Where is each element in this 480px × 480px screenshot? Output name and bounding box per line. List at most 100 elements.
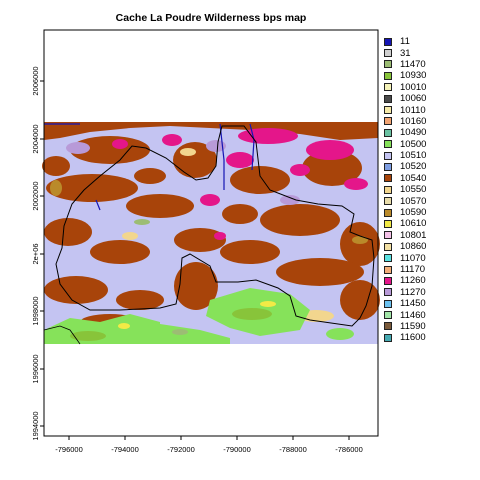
legend-label: 10520 (400, 161, 427, 173)
legend-label: 10500 (400, 138, 427, 150)
legend-item: 10801 (384, 230, 426, 241)
legend-swatch (384, 49, 392, 58)
x-tick-label: -786000 (335, 445, 363, 454)
bps-raster (42, 122, 380, 345)
legend-swatch (384, 128, 392, 137)
legend-item: 10860 (384, 241, 426, 252)
legend-item: 10540 (384, 173, 426, 184)
legend-label: 10510 (400, 150, 427, 162)
legend-swatch (384, 197, 392, 206)
legend-label: 11450 (400, 298, 426, 310)
legend-label: 10590 (400, 207, 427, 219)
y-tick-label: 2002000 (31, 181, 40, 210)
y-tick-label: 1994000 (31, 411, 40, 440)
legend-item: 10490 (384, 127, 426, 138)
y-axis-ticks (40, 80, 44, 427)
x-axis-ticks (68, 436, 350, 440)
legend-item: 10110 (384, 104, 426, 116)
legend-label: 10570 (400, 195, 427, 207)
legend-swatch (384, 276, 392, 285)
x-tick-label: -792000 (167, 445, 195, 454)
legend-item: 10160 (384, 116, 426, 127)
legend-label: 11260 (400, 275, 426, 287)
legend-label: 10110 (400, 104, 426, 116)
legend-swatch (384, 299, 392, 308)
legend-swatch (384, 151, 392, 160)
legend-swatch (384, 83, 392, 92)
y-tick-label: 1998000 (31, 296, 40, 325)
legend-item: 10060 (384, 93, 426, 104)
legend-swatch (384, 140, 392, 149)
x-tick-label: -790000 (223, 445, 251, 454)
legend-swatch (384, 94, 392, 103)
legend-label: 10540 (400, 172, 427, 184)
legend-swatch (384, 185, 392, 194)
legend-swatch (384, 37, 392, 46)
legend-swatch (384, 265, 392, 274)
legend-swatch (384, 117, 392, 126)
legend-swatch (384, 174, 392, 183)
legend-label: 11170 (400, 264, 426, 275)
legend-swatch (384, 322, 392, 331)
legend-swatch (384, 242, 392, 251)
legend-item: 10510 (384, 150, 426, 161)
legend-item: 10500 (384, 139, 426, 150)
legend-swatch (384, 60, 392, 69)
legend-label: 10550 (400, 184, 427, 196)
legend-label: 11270 (400, 286, 426, 298)
legend-item: 10590 (384, 207, 426, 218)
legend-label: 11460 (400, 309, 426, 321)
plot-frame (43, 29, 379, 437)
y-tick-label: 2004000 (31, 124, 40, 153)
legend-item: 10610 (384, 218, 426, 229)
legend-label: 10490 (400, 127, 427, 139)
legend-label: 11600 (400, 332, 426, 344)
legend-item: 11450 (384, 298, 426, 309)
legend-label: 10160 (400, 115, 427, 127)
map-title: Cache La Poudre Wilderness bps map (115, 12, 307, 24)
x-tick-label: -794000 (111, 445, 139, 454)
legend-item: 11600 (384, 332, 426, 343)
legend-swatch (384, 311, 392, 320)
x-tick-label: -788000 (279, 445, 307, 454)
legend: 11 31 11470 10930 10010 10060 10110 10160 10490 1… (384, 36, 426, 344)
legend-item: 11460 (384, 309, 426, 321)
legend-item: 11260 (384, 275, 426, 286)
legend-label: 10060 (400, 93, 427, 105)
legend-label: 31 (400, 47, 411, 59)
legend-swatch (384, 288, 392, 297)
legend-label: 10801 (400, 229, 427, 241)
legend-label: 11 (400, 36, 410, 48)
x-axis-labels: -796000 -794000 -792000 -790000 -788000 … (55, 445, 363, 454)
legend-swatch (384, 219, 392, 228)
y-tick-label: 2e+06 (31, 243, 40, 264)
legend-label: 11070 (400, 252, 426, 264)
legend-label: 10860 (400, 241, 427, 253)
legend-swatch (384, 231, 392, 240)
legend-swatch (384, 71, 392, 80)
legend-item: 10010 (384, 82, 426, 93)
legend-item: 11470 (384, 59, 426, 70)
legend-item: 11590 (384, 321, 426, 332)
legend-swatch (384, 162, 392, 171)
y-tick-label: 2006000 (31, 66, 40, 95)
y-tick-label: 1996000 (31, 354, 40, 383)
legend-swatch (384, 208, 392, 217)
legend-item: 31 (384, 47, 426, 59)
legend-item: 11070 (384, 252, 426, 264)
legend-item: 10930 (384, 70, 426, 81)
legend-swatch (384, 106, 392, 115)
legend-item: 11 (384, 36, 426, 47)
legend-swatch (384, 254, 392, 263)
legend-item: 10570 (384, 195, 427, 207)
legend-label: 10610 (400, 218, 427, 230)
wilderness-boundary (55, 125, 375, 327)
legend-item: 10520 (384, 161, 426, 172)
legend-item: 11270 (384, 287, 426, 298)
y-axis-labels: 2006000 2004000 2002000 2e+06 1998000 19… (31, 66, 40, 440)
legend-label: 11590 (400, 320, 426, 332)
legend-item: 10550 (384, 184, 426, 195)
legend-swatch (384, 333, 392, 342)
x-tick-label: -796000 (55, 445, 83, 454)
